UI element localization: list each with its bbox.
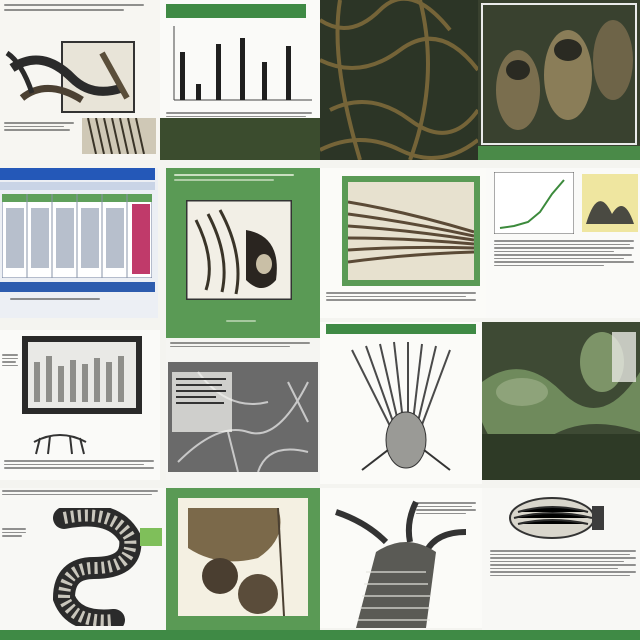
tile-striped-organ bbox=[482, 488, 640, 640]
header-text bbox=[174, 174, 304, 184]
arthropod-limb-illustration bbox=[5, 41, 135, 113]
fibre-bundle-illustration bbox=[348, 182, 474, 280]
tile-scaled-body bbox=[320, 488, 482, 628]
window-title-bar bbox=[0, 168, 155, 180]
green-swatch bbox=[140, 528, 162, 546]
text-block bbox=[326, 292, 480, 303]
text-block bbox=[4, 4, 154, 14]
equipment-illustration bbox=[22, 336, 142, 414]
tile-software-window bbox=[0, 168, 158, 318]
tile-ribbed-body bbox=[320, 322, 482, 484]
tile-coiled-larva bbox=[0, 488, 166, 640]
tile-equipment-diagram bbox=[0, 330, 160, 480]
figure-header-bar bbox=[166, 4, 306, 18]
green-growth-image bbox=[482, 322, 640, 480]
side-text bbox=[2, 354, 20, 368]
tile-fibre-bundle bbox=[320, 168, 486, 318]
bottom-green-strip bbox=[0, 630, 640, 640]
caption-block bbox=[4, 122, 74, 133]
striped-thumbnail bbox=[82, 118, 156, 154]
tile-micrograph bbox=[166, 340, 320, 480]
line-chart-graphic bbox=[494, 172, 574, 234]
tile-bar-figure bbox=[160, 0, 320, 160]
text-block bbox=[10, 298, 110, 302]
tile-striped-organism bbox=[166, 168, 320, 338]
text-block bbox=[4, 460, 158, 471]
side-text bbox=[2, 528, 28, 539]
tile-line-figure bbox=[486, 168, 640, 318]
status-bar bbox=[0, 282, 155, 292]
tile-limb-drawing bbox=[0, 0, 160, 160]
tile-green-growth bbox=[482, 322, 640, 480]
spreadsheet-columns bbox=[2, 194, 152, 278]
striped-organ-illustration bbox=[509, 497, 604, 539]
thumbnail-image bbox=[582, 174, 638, 232]
caption bbox=[226, 320, 266, 325]
coiled-larva-illustration bbox=[52, 508, 142, 626]
side-text bbox=[416, 502, 480, 516]
mottled-tissue-illustration bbox=[178, 498, 308, 616]
moss-texture-image bbox=[320, 0, 478, 160]
bar-chart-graphic bbox=[173, 26, 312, 101]
ribbed-body-illustration bbox=[351, 341, 451, 471]
photo-strip bbox=[160, 118, 320, 160]
text-block bbox=[490, 550, 640, 578]
header-text bbox=[170, 342, 320, 349]
striped-organism-illustration bbox=[186, 200, 292, 300]
fungal-cups-image bbox=[478, 0, 640, 160]
scaled-body-illustration bbox=[335, 500, 467, 628]
organism-sketch bbox=[33, 434, 87, 455]
tile-mottled-tissue bbox=[166, 488, 320, 630]
micrograph-image bbox=[168, 362, 318, 472]
tile-moss-photo bbox=[320, 0, 478, 160]
header-text bbox=[2, 490, 162, 497]
text-block bbox=[494, 240, 638, 268]
header-bar bbox=[326, 324, 476, 334]
tile-cup-photo bbox=[478, 0, 640, 160]
menu-bar bbox=[0, 182, 155, 190]
